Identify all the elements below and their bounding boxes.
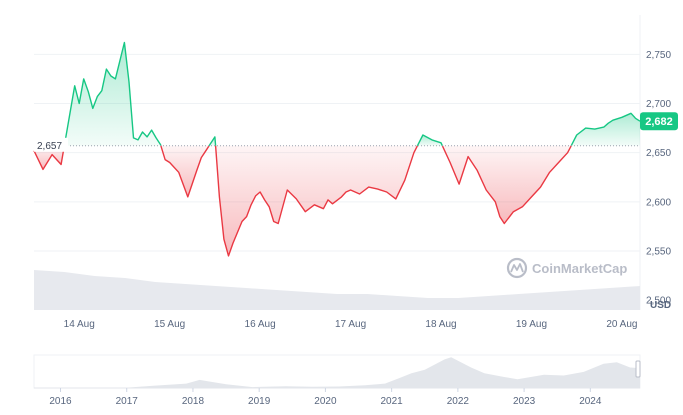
navigator-year-label: 2018 (182, 396, 205, 407)
y-tick-label: 2,550 (646, 247, 671, 258)
navigator-year-label: 2023 (513, 396, 536, 407)
watermark-label: CoinMarketCap (532, 261, 627, 276)
navigator-history-area (34, 357, 640, 388)
area-below-baseline (442, 145, 572, 224)
y-tick-label: 2,750 (646, 50, 671, 61)
x-tick-label: 17 Aug (335, 319, 366, 330)
price-line-up (570, 112, 641, 147)
y-tick-label: 2,600 (646, 197, 671, 208)
y-axis: 2,500 2,550 2,600 2,650 2,700 2,750 USD (646, 50, 671, 311)
y-tick-label: 2,500 (646, 296, 671, 307)
area-below-baseline (215, 145, 418, 256)
price-line-down (441, 145, 572, 225)
area-above-baseline (417, 135, 443, 146)
current-price-badge (640, 112, 678, 131)
x-tick-label: 14 Aug (64, 319, 95, 330)
baseline-label: 2,657 (37, 141, 62, 152)
price-fill-areas (34, 42, 640, 256)
price-line-down (160, 145, 210, 198)
navigator-year-label: 2020 (314, 396, 337, 407)
x-tick-label: 20 Aug (606, 319, 637, 330)
price-line-up (63, 41, 162, 147)
navigator-year-label: 2022 (447, 396, 470, 407)
price-line-up (416, 134, 444, 147)
y-tick-label: 2,650 (646, 148, 671, 159)
reference-line: 2,657 (34, 137, 640, 152)
navigator-year-label: 2019 (248, 396, 271, 407)
price-line-down (33, 145, 65, 171)
volume-silhouette (34, 270, 640, 310)
navigator-handle[interactable] (635, 360, 641, 378)
navigator-year-label: 2024 (579, 396, 602, 407)
area-above-baseline (571, 113, 640, 146)
area-above-baseline (64, 42, 161, 146)
x-tick-label: 18 Aug (425, 319, 456, 330)
coinmarketcap-logo-icon (506, 257, 528, 279)
area-below-baseline (160, 145, 210, 197)
x-tick-label: 15 Aug (154, 319, 185, 330)
price-line (33, 41, 641, 257)
current-price-label: 2,682 (645, 116, 673, 128)
y-unit-label: USD (650, 300, 671, 311)
navigator[interactable]: 2016 2017 2018 2019 2020 2021 2022 2023 2024 (33, 354, 641, 407)
x-axis: 14 Aug 15 Aug 16 Aug 17 Aug 18 Aug 19 Aug 20 A… (64, 319, 638, 330)
watermark: CoinMarketCap (506, 257, 627, 279)
navigator-year-label: 2016 (49, 396, 72, 407)
price-line-down (214, 145, 419, 257)
navigator-year-label: 2017 (116, 396, 139, 407)
x-tick-label: 19 Aug (516, 319, 547, 330)
x-tick-label: 16 Aug (245, 319, 276, 330)
navigator-year-label: 2021 (381, 396, 404, 407)
y-tick-label: 2,700 (646, 99, 671, 110)
volume-area (34, 270, 640, 310)
price-line-up (208, 136, 217, 147)
baseline-label-bg (34, 137, 68, 152)
